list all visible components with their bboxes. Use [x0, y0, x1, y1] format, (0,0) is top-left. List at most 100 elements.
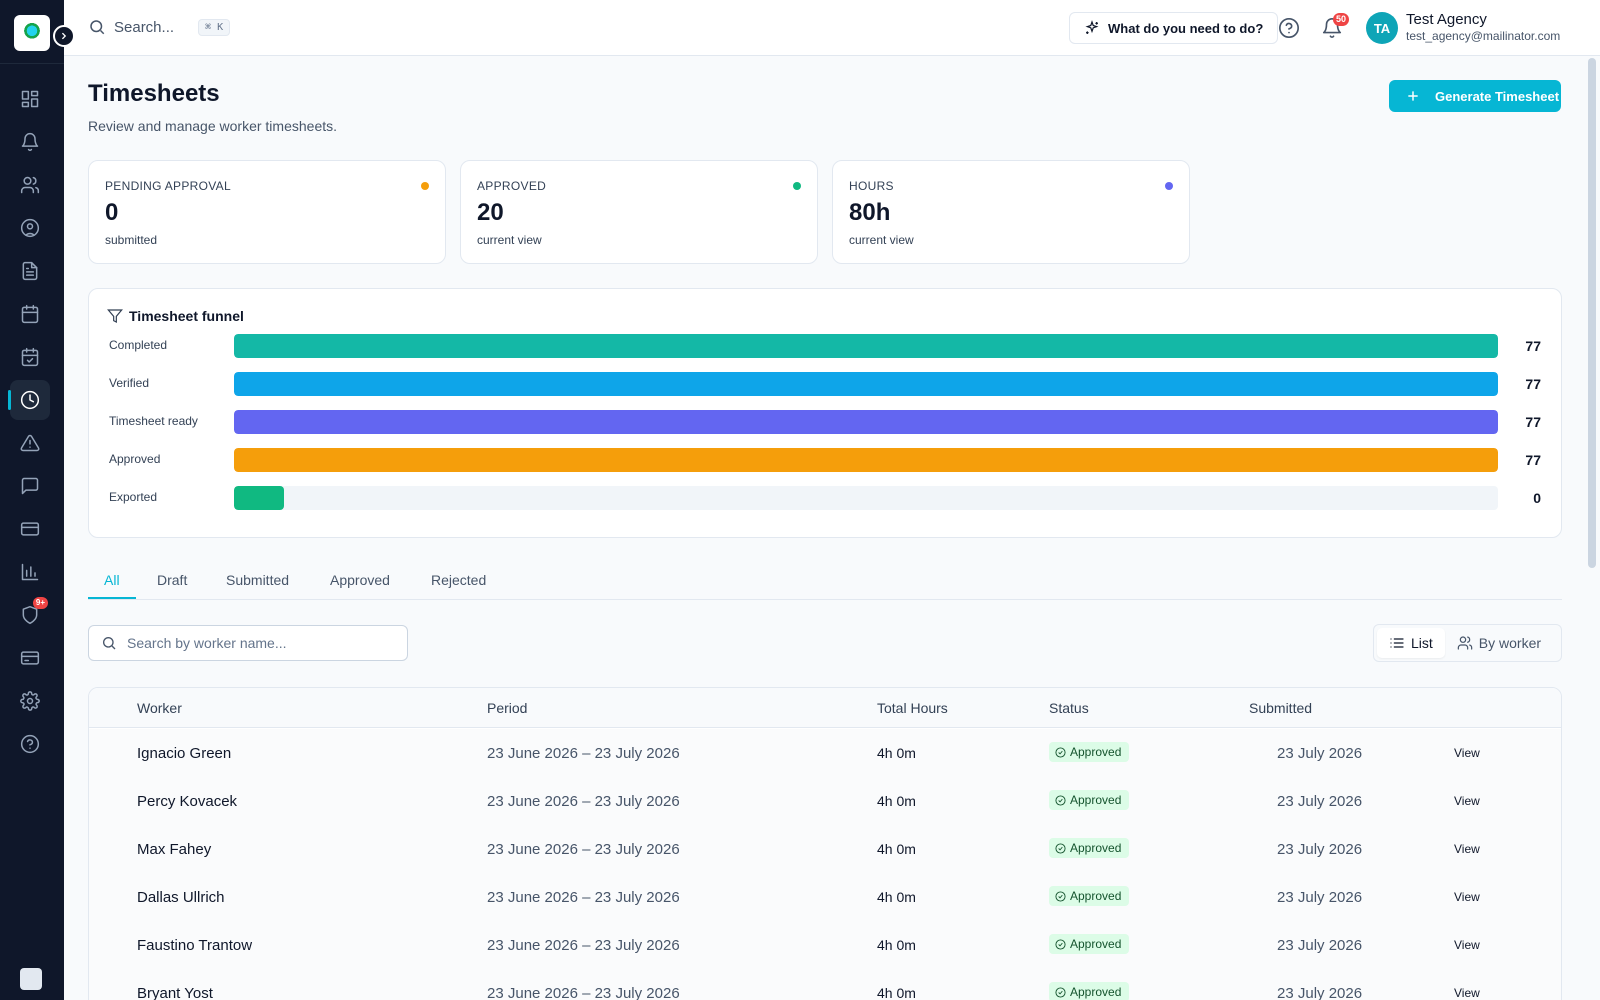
- page-scrollbar[interactable]: [1588, 58, 1596, 568]
- sidebar-item-billing[interactable]: [10, 509, 50, 549]
- status-tabs: All Draft Submitted Approved Rejected: [88, 566, 1562, 600]
- status-label: Approved: [1070, 841, 1122, 855]
- logo-mark: [21, 22, 43, 44]
- column-header-submitted[interactable]: Submitted: [1249, 700, 1313, 716]
- status-label: Approved: [1070, 937, 1122, 951]
- tab-rejected[interactable]: Rejected: [431, 572, 487, 588]
- funnel-count: 77: [1525, 338, 1541, 354]
- period-cell: 23 June 2026 – 23 July 2026: [487, 985, 680, 1000]
- sidebar-item-payments[interactable]: [10, 638, 50, 678]
- worker-name[interactable]: Bryant Yost: [137, 985, 213, 1000]
- sidebar-item-compliance[interactable]: 9+: [10, 595, 50, 635]
- status-badge: Approved: [1049, 886, 1130, 906]
- tab-approved[interactable]: Approved: [330, 572, 390, 588]
- status-badge: Approved: [1049, 742, 1130, 762]
- column-header-worker[interactable]: Worker: [137, 700, 182, 716]
- filter-icon: [107, 309, 123, 323]
- sidebar-item-timesheets[interactable]: [8, 380, 50, 420]
- table-row[interactable]: Percy Kovacek 23 June 2026 – 23 July 2026…: [89, 777, 1561, 826]
- table-row[interactable]: Faustino Trantow 23 June 2026 – 23 July 2…: [89, 921, 1561, 970]
- funnel-row: Approved 77: [89, 448, 1561, 472]
- worker-name[interactable]: Percy Kovacek: [137, 793, 238, 810]
- stat-label: HOURS: [849, 179, 894, 193]
- column-header-total-hours[interactable]: Total Hours: [877, 700, 948, 716]
- ai-assistant-button[interactable]: What do you need to do?: [1069, 12, 1279, 44]
- search-icon: [103, 637, 116, 650]
- stat-sub: current view: [477, 233, 542, 247]
- worker-name[interactable]: Dallas Ullrich: [137, 889, 225, 906]
- funnel-bar: [234, 486, 284, 510]
- worker-name[interactable]: Max Fahey: [137, 841, 212, 858]
- sidebar-item-clients[interactable]: [10, 208, 50, 248]
- funnel-row: Completed 77: [89, 334, 1561, 358]
- sidebar-item-schedule[interactable]: [10, 337, 50, 377]
- stat-card-pending: PENDING APPROVAL 0 submitted: [88, 160, 446, 264]
- column-header-period[interactable]: Period: [487, 700, 528, 716]
- table-row[interactable]: Dallas Ullrich 23 June 2026 – 23 July 202…: [89, 873, 1561, 922]
- view-toggle: List By worker: [1373, 624, 1562, 662]
- worker-search-input[interactable]: [127, 635, 387, 651]
- stat-card-hours: HOURS 80h current view: [832, 160, 1190, 264]
- bell-icon: [1322, 18, 1342, 38]
- status-badge: Approved: [1049, 790, 1130, 810]
- sidebar-item-reports[interactable]: [10, 552, 50, 592]
- table-row[interactable]: Bryant Yost 23 June 2026 – 23 July 2026 4h…: [89, 969, 1561, 1000]
- generate-timesheet-button[interactable]: Generate Timesheet: [1389, 80, 1561, 112]
- help-button[interactable]: [1278, 17, 1300, 39]
- sidebar-footer-logo: [20, 968, 42, 990]
- view-button[interactable]: View: [1454, 842, 1480, 856]
- avatar[interactable]: TA: [1366, 12, 1398, 44]
- stat-value: 0: [105, 199, 119, 226]
- chevron-right-icon: [62, 32, 67, 40]
- sidebar-item-help[interactable]: [10, 724, 50, 764]
- view-button[interactable]: View: [1454, 794, 1480, 808]
- sparkles-icon: [1085, 20, 1099, 34]
- funnel-track: [234, 334, 1498, 358]
- worker-name[interactable]: Ignacio Green: [137, 745, 232, 762]
- sidebar-item-dashboard[interactable]: [10, 79, 50, 119]
- view-button[interactable]: View: [1454, 890, 1480, 904]
- global-search[interactable]: Search... ⌘ K: [88, 18, 231, 36]
- tab-all[interactable]: All: [88, 572, 135, 599]
- submitted-date-cell: 23 July 2026: [1277, 745, 1363, 762]
- table-row[interactable]: Ignacio Green 23 June 2026 – 23 July 2026…: [89, 729, 1561, 778]
- shield-icon: [22, 605, 38, 625]
- period-cell: 23 June 2026 – 23 July 2026: [487, 841, 680, 858]
- stat-sub: current view: [849, 233, 914, 247]
- help-circle-icon: [1279, 18, 1299, 38]
- funnel-count: 77: [1525, 414, 1541, 430]
- sidebar-item-documents[interactable]: [10, 251, 50, 291]
- view-button[interactable]: View: [1454, 938, 1480, 952]
- user-name[interactable]: Test Agency: [1406, 11, 1487, 28]
- worker-name[interactable]: Faustino Trantow: [137, 937, 253, 954]
- tab-draft[interactable]: Draft: [157, 572, 188, 588]
- table-row[interactable]: Max Fahey 23 June 2026 – 23 July 2026 4h 0…: [89, 825, 1561, 874]
- sidebar-item-calendar[interactable]: [10, 294, 50, 334]
- clock-icon: [20, 390, 40, 410]
- stat-value: 80h: [849, 199, 891, 226]
- sidebar-item-incidents[interactable]: [10, 423, 50, 463]
- column-header-status[interactable]: Status: [1049, 700, 1089, 716]
- bar-chart-icon: [21, 563, 39, 581]
- stat-dot: [421, 182, 429, 190]
- agency-logo[interactable]: [14, 15, 50, 51]
- stat-sub: submitted: [105, 233, 158, 247]
- sidebar-item-messages[interactable]: [10, 466, 50, 506]
- sidebar-item-settings[interactable]: [10, 681, 50, 721]
- sidebar-divider: [0, 63, 64, 64]
- view-button[interactable]: View: [1454, 746, 1480, 760]
- sidebar-item-workers[interactable]: [10, 165, 50, 205]
- funnel-track: [234, 410, 1498, 434]
- view-by-worker-button[interactable]: By worker: [1445, 628, 1553, 658]
- view-list-button[interactable]: List: [1377, 628, 1445, 658]
- sidebar-item-notifications[interactable]: [10, 122, 50, 162]
- status-label: Approved: [1070, 793, 1122, 807]
- check-circle-icon: [1055, 890, 1066, 902]
- sidebar-expand-button[interactable]: [53, 25, 75, 47]
- global-search-placeholder: Search...: [114, 18, 175, 36]
- submitted-date-cell: 23 July 2026: [1277, 841, 1363, 858]
- view-button[interactable]: View: [1454, 986, 1480, 1000]
- tab-submitted[interactable]: Submitted: [226, 572, 290, 588]
- settings-icon: [20, 691, 40, 711]
- notifications-button[interactable]: 50: [1321, 13, 1350, 39]
